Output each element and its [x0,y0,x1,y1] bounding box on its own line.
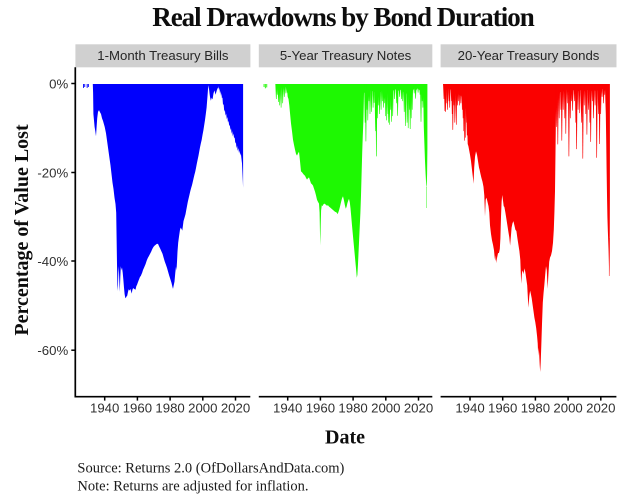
svg-text:-60%: -60% [37,343,68,358]
svg-text:Real Drawdowns by Bond Duratio: Real Drawdowns by Bond Duration [152,2,535,32]
svg-text:1960: 1960 [488,400,517,415]
svg-text:1940: 1940 [273,400,302,415]
svg-text:2020: 2020 [404,400,433,415]
svg-text:2000: 2000 [553,400,582,415]
svg-text:1980: 1980 [338,400,367,415]
svg-text:2000: 2000 [188,400,217,415]
svg-text:5-Year Treasury Notes: 5-Year Treasury Notes [280,48,412,63]
svg-text:2020: 2020 [586,400,615,415]
svg-text:1960: 1960 [123,400,152,415]
svg-text:0%: 0% [49,77,68,92]
svg-text:20-Year Treasury Bonds: 20-Year Treasury Bonds [458,48,600,63]
svg-text:1940: 1940 [455,400,484,415]
svg-text:1960: 1960 [306,400,335,415]
svg-text:2000: 2000 [371,400,400,415]
svg-text:1-Month Treasury Bills: 1-Month Treasury Bills [97,48,229,63]
svg-text:2020: 2020 [221,400,250,415]
svg-text:Note: Returns are adjusted for: Note: Returns are adjusted for inflation… [77,479,308,495]
svg-text:-20%: -20% [37,166,68,181]
svg-text:Date: Date [325,427,365,449]
svg-text:1940: 1940 [90,400,119,415]
svg-text:1980: 1980 [155,400,184,415]
svg-text:Percentage of Value Lost: Percentage of Value Lost [11,124,33,336]
svg-text:-40%: -40% [37,254,68,269]
svg-text:1980: 1980 [521,400,550,415]
svg-text:Source: Returns 2.0 (OfDollars: Source: Returns 2.0 (OfDollarsAndData.co… [77,460,344,476]
